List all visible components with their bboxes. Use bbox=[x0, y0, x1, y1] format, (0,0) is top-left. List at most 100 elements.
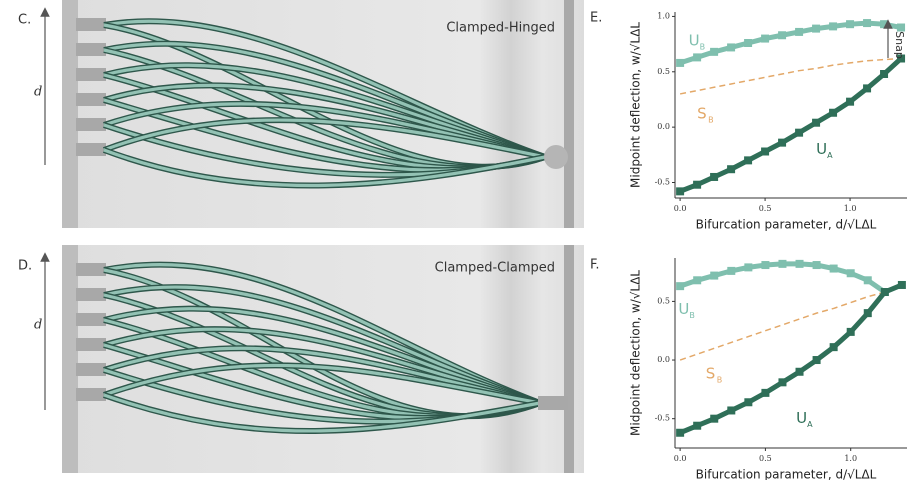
panel-letter: C. bbox=[18, 13, 31, 28]
x-tick-label: 0.0 bbox=[674, 454, 687, 463]
y-axis-label: Midpoint deflection, w/√LΔL bbox=[629, 22, 643, 188]
point bbox=[676, 282, 685, 291]
clamp-column bbox=[62, 0, 78, 228]
point bbox=[846, 269, 855, 278]
point bbox=[761, 147, 770, 156]
clamp bbox=[76, 143, 106, 156]
clamp bbox=[76, 363, 106, 376]
clamp bbox=[76, 18, 106, 31]
panel-letter: E. bbox=[590, 11, 602, 26]
y-tick-label: -0.5 bbox=[655, 178, 670, 187]
clamp bbox=[76, 338, 106, 351]
beams bbox=[76, 261, 542, 434]
right-post bbox=[564, 0, 574, 228]
point bbox=[693, 276, 702, 285]
x-axis-label: Bifurcation parameter, d/√LΔL bbox=[696, 468, 877, 480]
series-line bbox=[679, 282, 903, 436]
series-label: S bbox=[697, 104, 707, 122]
series-label: U bbox=[796, 409, 807, 427]
point bbox=[744, 39, 753, 47]
point bbox=[812, 356, 821, 365]
point bbox=[727, 406, 736, 415]
clamp bbox=[76, 43, 106, 56]
y-tick-label: 0.0 bbox=[657, 355, 670, 364]
point bbox=[761, 34, 770, 43]
point bbox=[829, 264, 838, 273]
clamp bbox=[76, 388, 106, 401]
dashed-line bbox=[679, 57, 902, 95]
clamp-column bbox=[62, 245, 78, 473]
d-label: d bbox=[34, 318, 42, 333]
panel-letter: F. bbox=[590, 258, 600, 273]
x-tick-label: 1.0 bbox=[844, 204, 857, 213]
point bbox=[812, 118, 821, 127]
point bbox=[693, 421, 702, 430]
point bbox=[761, 261, 770, 270]
point bbox=[880, 20, 889, 29]
series-label: S bbox=[706, 365, 716, 383]
point bbox=[812, 24, 821, 33]
dashed-line bbox=[679, 291, 886, 361]
panel-title: Clamped-Hinged bbox=[446, 21, 555, 36]
point bbox=[829, 343, 838, 352]
point bbox=[846, 20, 855, 29]
point bbox=[676, 428, 685, 437]
beams bbox=[76, 18, 546, 189]
x-tick-label: 0.0 bbox=[674, 204, 687, 213]
point bbox=[676, 187, 685, 196]
point bbox=[795, 367, 804, 376]
beam bbox=[103, 363, 541, 405]
point bbox=[778, 31, 787, 40]
point bbox=[829, 22, 838, 31]
point bbox=[897, 280, 906, 289]
point bbox=[744, 398, 753, 407]
point bbox=[863, 309, 872, 318]
point bbox=[829, 108, 838, 117]
hinge bbox=[544, 145, 568, 169]
point bbox=[846, 327, 855, 336]
point bbox=[710, 172, 719, 181]
point bbox=[880, 70, 889, 78]
clamp bbox=[76, 118, 106, 131]
y-tick-label: 1.0 bbox=[657, 11, 670, 20]
beam bbox=[103, 393, 541, 433]
point bbox=[710, 271, 719, 280]
point bbox=[710, 47, 719, 56]
x-tick-label: 0.5 bbox=[759, 454, 772, 463]
series-label-sub: B bbox=[689, 311, 695, 320]
point bbox=[880, 288, 889, 297]
x-axis-label: Bifurcation parameter, d/√LΔL bbox=[696, 218, 877, 232]
x-tick-label: 0.5 bbox=[759, 204, 772, 213]
x-tick-label: 1.0 bbox=[844, 454, 857, 463]
series-line bbox=[679, 56, 903, 194]
point bbox=[897, 54, 906, 63]
panel-letter: D. bbox=[18, 259, 32, 274]
annotation: Snap bbox=[893, 31, 906, 59]
y-tick-label: 0.5 bbox=[657, 296, 670, 305]
beam bbox=[103, 148, 546, 188]
point bbox=[778, 259, 787, 268]
clamp bbox=[76, 68, 106, 81]
point bbox=[727, 165, 736, 174]
series-label-sub: B bbox=[717, 376, 723, 385]
d-label: d bbox=[34, 85, 42, 100]
point bbox=[863, 276, 872, 285]
point bbox=[727, 43, 736, 52]
clamp bbox=[76, 313, 106, 326]
panel-title: Clamped-Clamped bbox=[435, 261, 555, 276]
point bbox=[863, 19, 872, 28]
point bbox=[778, 138, 787, 147]
point bbox=[676, 58, 685, 67]
point bbox=[795, 27, 804, 36]
series-label: U bbox=[689, 31, 700, 49]
series-line bbox=[679, 20, 902, 66]
y-tick-label: -0.5 bbox=[655, 414, 670, 423]
series-label-sub: B bbox=[700, 42, 706, 51]
y-tick-label: 0.0 bbox=[657, 122, 670, 131]
y-tick-label: 0.5 bbox=[657, 67, 670, 76]
point bbox=[761, 388, 770, 397]
beam bbox=[103, 118, 546, 159]
series-label-sub: A bbox=[827, 151, 833, 160]
point bbox=[744, 263, 753, 272]
